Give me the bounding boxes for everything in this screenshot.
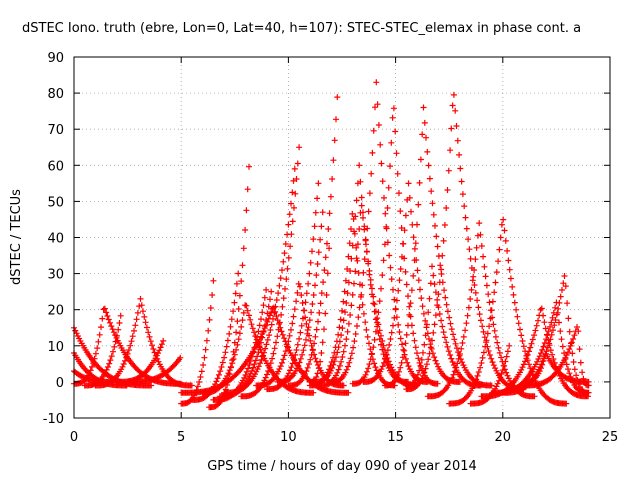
y-tick-label: 40 <box>47 232 64 247</box>
series-markers <box>521 350 592 385</box>
series-markers <box>188 270 242 403</box>
series-markers <box>285 94 341 389</box>
chart-title: dSTEC Iono. truth (ebre, Lon=0, Lat=40, … <box>22 21 581 36</box>
series-arc <box>92 295 195 389</box>
y-tick-label: 20 <box>47 304 64 319</box>
y-tick-label: -10 <box>43 412 64 427</box>
series-arc <box>274 209 326 385</box>
series-markers <box>446 216 570 407</box>
series-markers <box>360 180 463 385</box>
y-tick-label: 80 <box>47 87 64 102</box>
series-arc <box>221 165 298 396</box>
y-tick-label: 90 <box>47 51 64 66</box>
axis-ticks: -10 0 10 20 30 40 50 60 70 80 90 0 5 10 15 20 25 <box>43 51 619 445</box>
x-tick-label: 10 <box>280 430 297 445</box>
series-arc <box>188 270 242 403</box>
series-arc <box>349 105 441 387</box>
series-arc <box>360 180 463 385</box>
x-axis-label: GPS time / hours of day 090 of year 2014 <box>207 459 477 474</box>
y-tick-label: 70 <box>47 123 64 138</box>
series-markers <box>92 295 195 389</box>
x-tick-label: 15 <box>387 430 404 445</box>
x-tick-label: 25 <box>602 430 619 445</box>
y-tick-label: 0 <box>56 376 64 391</box>
series-arc <box>521 324 592 389</box>
x-tick-label: 20 <box>495 430 512 445</box>
x-tick-label: 0 <box>70 430 78 445</box>
series-markers <box>521 324 592 389</box>
y-tick-label: 50 <box>47 195 64 210</box>
series-arc <box>446 216 570 407</box>
data-series <box>71 79 592 411</box>
y-tick-label: 60 <box>47 159 64 174</box>
series-markers <box>274 209 326 385</box>
x-tick-label: 5 <box>177 430 185 445</box>
series-markers <box>349 105 441 387</box>
series-arc <box>124 354 184 385</box>
series-arc <box>521 350 592 385</box>
y-tick-label: 10 <box>47 340 64 355</box>
series-arc <box>285 94 341 389</box>
y-axis-label: dSTEC / TECUs <box>9 189 24 285</box>
series-markers <box>124 354 184 385</box>
series-markers <box>221 165 298 396</box>
y-tick-label: 30 <box>47 268 64 283</box>
